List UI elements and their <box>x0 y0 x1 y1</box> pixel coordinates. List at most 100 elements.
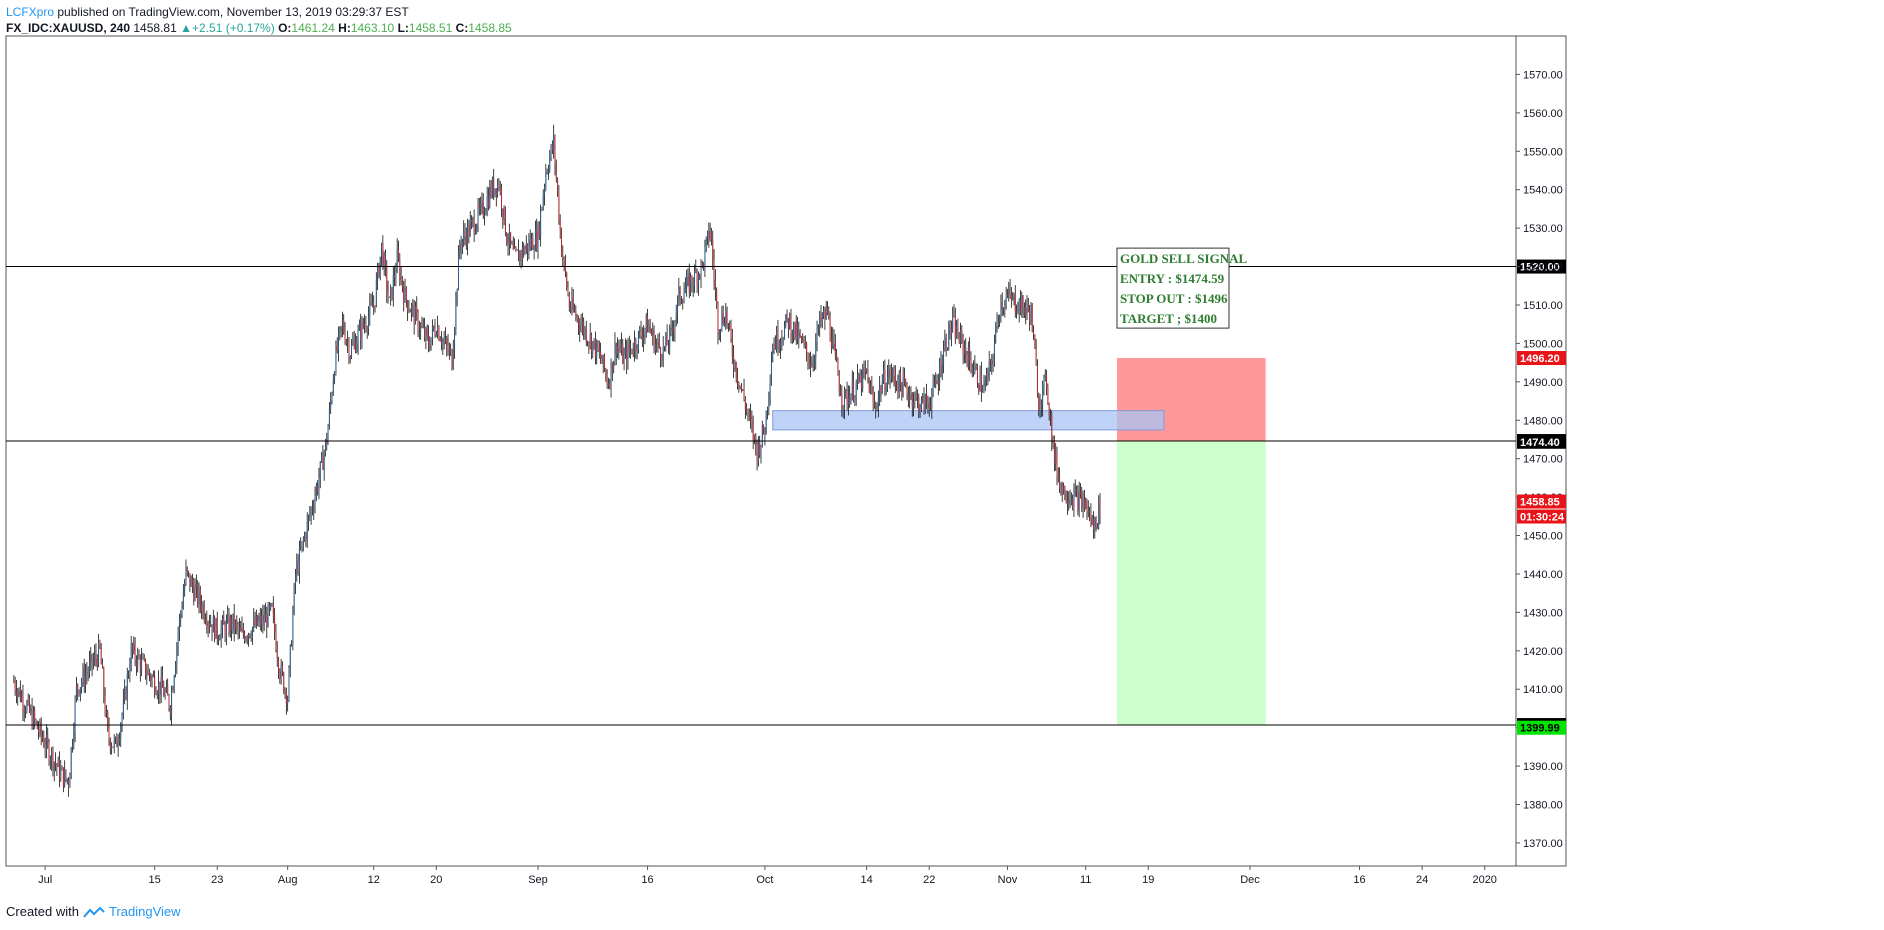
candle-body <box>249 634 251 637</box>
candle-body <box>793 322 795 334</box>
candle-body <box>343 320 345 333</box>
candle-body <box>559 220 561 230</box>
candle-body <box>821 316 823 322</box>
candle-body <box>524 248 526 255</box>
candle-body <box>478 205 480 209</box>
candle-body <box>705 238 707 247</box>
candle-body <box>774 343 776 349</box>
candle-body <box>992 360 994 365</box>
candle-body <box>816 328 818 343</box>
candle-body <box>503 207 505 219</box>
candle-body <box>924 394 926 412</box>
candle-body <box>1069 500 1071 502</box>
candle-body <box>516 249 518 251</box>
candle-body <box>909 395 911 401</box>
candle-body <box>340 326 342 328</box>
candle-body <box>371 303 373 308</box>
candle-body <box>228 615 230 634</box>
candle-body <box>35 720 37 722</box>
candle-body <box>623 354 625 364</box>
candle-body <box>991 360 993 365</box>
author-link[interactable]: LCFXpro <box>6 5 55 19</box>
candle-body <box>189 573 191 587</box>
candle-body <box>532 237 534 250</box>
candle-body <box>948 323 950 349</box>
candle-body <box>344 332 346 343</box>
candle-body <box>250 636 252 638</box>
candle-body <box>417 312 419 332</box>
y-tick-label: 1490.00 <box>1523 377 1563 389</box>
candle-body <box>90 654 92 662</box>
candle-body <box>692 284 694 286</box>
candle-body <box>391 287 393 299</box>
candle-body <box>575 311 577 318</box>
candle-body <box>785 314 787 326</box>
candle-body <box>837 360 839 376</box>
candle-body <box>242 627 244 635</box>
candle-body <box>370 302 372 304</box>
candle-body <box>178 618 180 633</box>
candle-body <box>742 389 744 391</box>
candle-body <box>1073 491 1075 508</box>
candle-body <box>772 348 774 363</box>
candle-body <box>392 275 394 299</box>
candle-body <box>1083 500 1085 509</box>
candle-body <box>970 360 972 372</box>
level-price-tag <box>1517 259 1566 274</box>
candle-body <box>171 691 173 715</box>
candle-body <box>336 345 338 351</box>
candle-body <box>477 205 479 225</box>
candle-body <box>746 409 748 411</box>
candle-body <box>96 658 98 666</box>
candle-body <box>105 711 107 714</box>
candle-body <box>1082 500 1084 508</box>
candle-body <box>584 328 586 334</box>
candle-body <box>130 644 132 669</box>
candle-body <box>673 330 675 332</box>
candle-body <box>305 535 307 540</box>
candle-body <box>902 376 904 397</box>
candle-body <box>585 328 587 343</box>
candle-body <box>880 387 882 393</box>
candle-body <box>515 248 517 250</box>
candle-body <box>32 711 34 728</box>
candle-body <box>1053 438 1055 464</box>
candle-body <box>464 231 466 237</box>
candle-body <box>640 329 642 337</box>
candle-body <box>48 742 50 762</box>
tradingview-link[interactable]: TradingView <box>108 904 181 919</box>
candle-body <box>999 315 1001 322</box>
candle-body <box>507 243 509 245</box>
candle-body <box>499 187 501 189</box>
candle-body <box>460 243 462 249</box>
candle-body <box>358 324 360 331</box>
candle-body <box>976 366 978 385</box>
candle-body <box>850 394 852 405</box>
candle-body <box>680 301 682 302</box>
candle-body <box>550 145 552 157</box>
candle-body <box>293 584 295 614</box>
candle-body <box>748 412 750 415</box>
candle-body <box>953 315 955 317</box>
chart-header: LCFXpro published on TradingView.com, No… <box>6 4 512 36</box>
x-tick-label: 11 <box>1080 874 1091 886</box>
candle-body <box>845 389 847 392</box>
candle-body <box>82 669 84 683</box>
candle-body <box>541 207 543 211</box>
candle-body <box>177 632 179 646</box>
candle-body <box>1025 308 1027 315</box>
candle-body <box>731 338 733 357</box>
candle-body <box>94 653 96 661</box>
candle-body <box>486 196 488 212</box>
candle-body <box>360 324 362 340</box>
candle-body <box>787 318 789 328</box>
y-tick-label: 1530.00 <box>1523 223 1563 235</box>
candle-body <box>416 306 418 313</box>
chart-frame <box>5 35 1567 867</box>
symbol-label[interactable]: FX_IDC:XAUUSD, 240 <box>6 21 131 35</box>
candle-body <box>858 374 860 382</box>
candle-body <box>413 305 415 325</box>
candle-body <box>73 731 75 745</box>
candle-body <box>161 676 163 688</box>
